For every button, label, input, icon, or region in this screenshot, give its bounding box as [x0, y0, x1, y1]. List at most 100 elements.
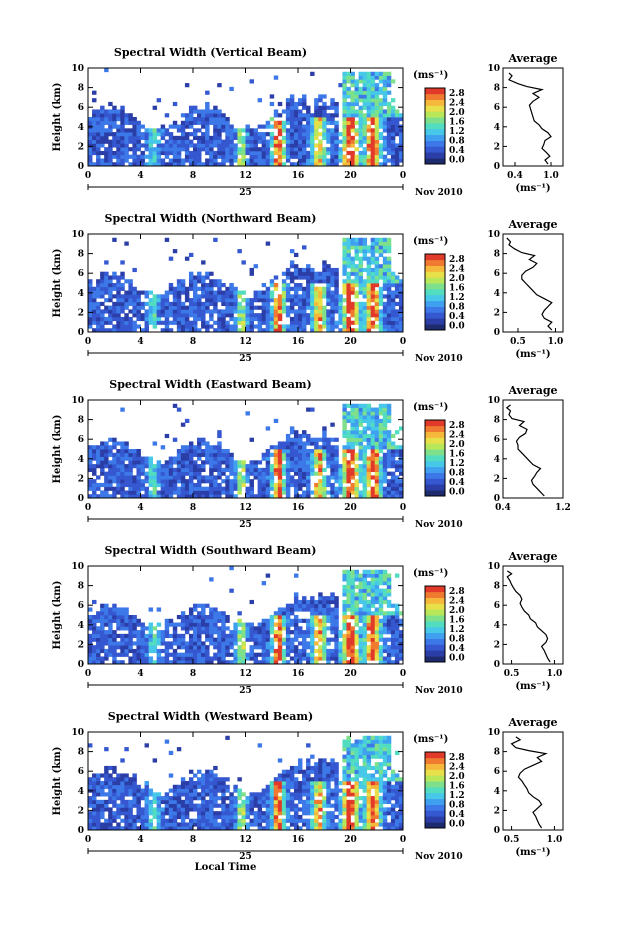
heatmap-cell — [310, 407, 315, 412]
heatmap-cell — [144, 811, 149, 816]
heatmap-cell — [201, 641, 206, 646]
heatmap-cell — [390, 271, 396, 276]
heatmap-cell — [188, 799, 194, 805]
heatmap-cell — [136, 316, 141, 322]
heatmap-cell — [116, 811, 121, 816]
heatmap-cell — [253, 475, 259, 480]
heatmap-field — [88, 237, 404, 333]
heatmap-cell — [350, 241, 355, 246]
heatmap-field — [88, 566, 404, 665]
heatmap-cell — [108, 113, 113, 118]
heatmap-cell — [310, 294, 315, 299]
heatmap-cell — [241, 641, 246, 646]
heatmap-cell — [310, 324, 315, 329]
heatmap-cell — [245, 324, 250, 329]
heatmap-cell — [245, 301, 250, 307]
heatmap-cell — [132, 305, 137, 310]
heatmap-cell — [249, 301, 254, 307]
heatmap-cell — [394, 460, 400, 465]
heatmap-cell — [370, 283, 376, 288]
heatmap-cell — [201, 120, 206, 125]
heatmap-cell — [136, 309, 141, 314]
heatmap-cell — [124, 641, 129, 646]
x-tick-label: 0 — [400, 503, 406, 513]
heatmap-cell — [350, 486, 355, 491]
heatmap-cell — [152, 482, 158, 488]
heatmap-cell — [221, 301, 226, 307]
heatmap-cell — [310, 309, 315, 314]
heatmap-cell — [128, 154, 133, 159]
heatmap-cell — [201, 124, 206, 129]
heatmap-cell — [265, 648, 271, 654]
heatmap-cell — [322, 456, 327, 461]
heatmap-cell — [374, 275, 380, 280]
heatmap-cell — [354, 328, 359, 333]
heatmap-cell — [362, 305, 368, 310]
heatmap-cell — [366, 599, 372, 605]
heatmap-cell — [261, 494, 267, 499]
heatmap-cell — [144, 784, 149, 789]
heatmap-cell — [342, 407, 347, 412]
heatmap-cell — [176, 656, 182, 661]
heatmap-cell — [370, 105, 376, 110]
colorbar-swatch — [425, 105, 445, 112]
colorbar-tick-label: 2.8 — [449, 421, 465, 431]
heatmap-cell — [209, 607, 214, 612]
heatmap-cell — [188, 301, 194, 307]
heatmap-cell — [366, 105, 372, 110]
heatmap-cell — [209, 494, 214, 499]
heatmap-cell — [293, 113, 299, 118]
heatmap-cell — [350, 113, 355, 118]
heatmap-cell — [350, 581, 355, 586]
heatmap-cell — [237, 490, 242, 495]
heatmap-cell — [277, 305, 283, 310]
heatmap-cell — [261, 581, 267, 586]
heatmap-cell — [277, 656, 283, 661]
heatmap-cell — [382, 656, 388, 661]
heatmap-cell — [382, 94, 388, 99]
heatmap-cell — [172, 437, 178, 442]
heatmap-cell — [390, 290, 396, 295]
colorbar-tick-label: 0.4 — [449, 312, 465, 322]
heatmap-cell — [366, 648, 372, 654]
heatmap-cell — [92, 290, 97, 295]
heatmap-cell — [144, 162, 149, 167]
heatmap-cell — [152, 490, 158, 495]
heatmap-cell — [136, 294, 141, 299]
heatmap-cell — [370, 445, 376, 450]
heatmap-cell — [96, 818, 101, 823]
heatmap-cell — [197, 475, 202, 480]
heatmap-cell — [188, 124, 194, 129]
heatmap-cell — [120, 626, 125, 631]
heatmap-cell — [354, 573, 359, 578]
heatmap-cell — [370, 596, 376, 601]
heatmap-cell — [120, 301, 125, 307]
heatmap-cell — [334, 109, 339, 114]
heatmap-cell — [386, 135, 392, 141]
heatmap-cell — [334, 622, 339, 627]
colorbar-swatch — [425, 152, 445, 159]
heatmap-cell — [298, 660, 303, 665]
heatmap-cell — [176, 316, 182, 322]
heatmap-cell — [188, 113, 194, 118]
heatmap-cell — [245, 467, 250, 473]
heatmap-cell — [354, 252, 359, 258]
heatmap-cell — [285, 611, 291, 616]
heatmap-cell — [265, 482, 271, 488]
heatmap-cell — [233, 301, 238, 307]
heatmap-cell — [386, 415, 392, 420]
heatmap-cell — [285, 128, 291, 133]
heatmap-cell — [124, 158, 129, 163]
heatmap-cell — [225, 626, 230, 631]
heatmap-cell — [132, 479, 137, 484]
heatmap-cell — [193, 818, 198, 823]
heatmap-cell — [112, 615, 117, 620]
heatmap-cell — [302, 490, 307, 495]
heatmap-cell — [302, 135, 307, 141]
heatmap-cell — [160, 637, 166, 642]
heatmap-cell — [362, 162, 368, 167]
heatmap-cell — [172, 792, 178, 797]
heatmap-cell — [350, 637, 355, 642]
heatmap-cell — [124, 788, 129, 793]
heatmap-cell — [112, 603, 117, 608]
